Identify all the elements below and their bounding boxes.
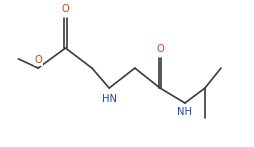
Text: O: O (34, 55, 42, 65)
Text: HN: HN (102, 94, 117, 104)
Text: O: O (156, 44, 164, 54)
Text: NH: NH (177, 107, 193, 117)
Text: O: O (62, 4, 69, 14)
